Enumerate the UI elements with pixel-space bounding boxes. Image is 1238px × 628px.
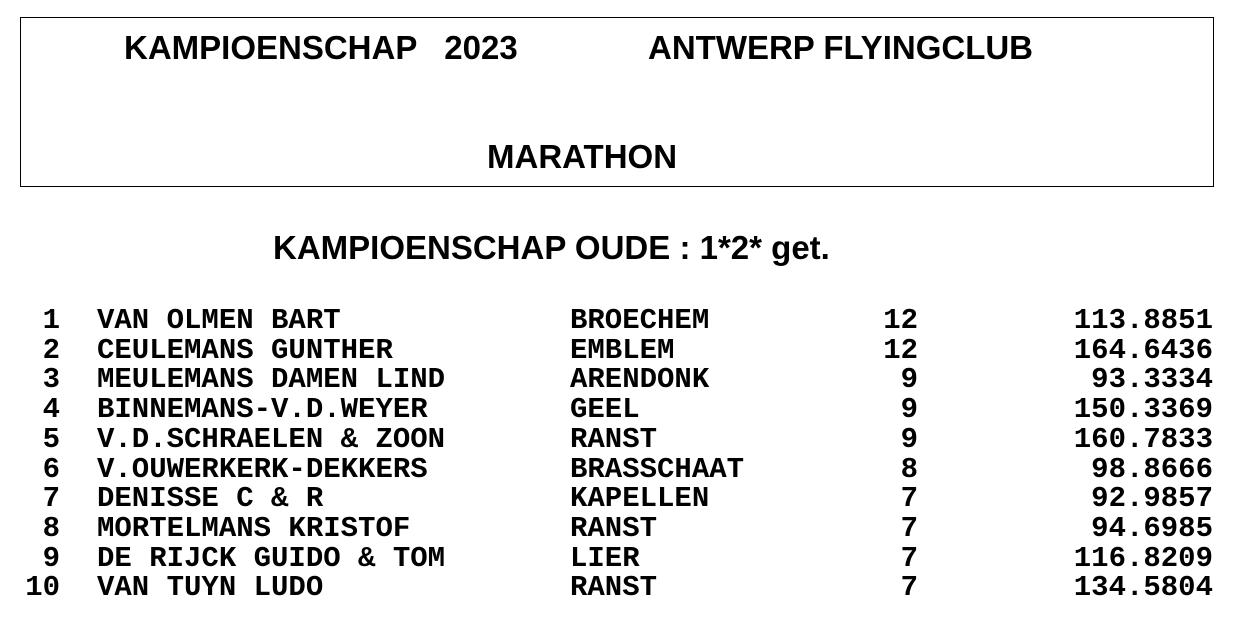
rank-cell: 4 — [42, 393, 60, 427]
value-cell: 113.8851 — [1073, 304, 1213, 337]
town-cell: BRASSCHAAT — [570, 452, 745, 486]
name-cell: VAN OLMEN BART — [97, 304, 341, 337]
count-cell: 12 — [883, 304, 918, 337]
value-cell: 116.8209 — [1073, 541, 1213, 575]
rank-cell: 7 — [42, 482, 60, 516]
table-row: 5 V.D.SCHRAELEN & ZOON RANST 9 160.7833 — [0, 422, 1238, 456]
town-cell: LIER — [570, 541, 640, 575]
count-cell: 12 — [883, 333, 918, 367]
count-cell: 9 — [900, 363, 918, 397]
town-cell: RANST — [570, 511, 658, 545]
town-cell: BROECHEM — [570, 304, 710, 337]
count-cell: 7 — [900, 541, 918, 575]
rank-cell: 5 — [42, 422, 60, 456]
header-box — [20, 17, 1214, 187]
rank-cell: 2 — [42, 333, 60, 367]
count-cell: 9 — [900, 393, 918, 427]
town-cell: KAPELLEN — [570, 482, 710, 516]
value-cell: 98.8666 — [1091, 452, 1213, 486]
count-cell: 8 — [900, 452, 918, 486]
name-cell: BINNEMANS-V.D.WEYER — [97, 393, 428, 427]
rank-cell: 10 — [25, 571, 60, 605]
name-cell: MEULEMANS DAMEN LIND — [97, 363, 446, 397]
value-cell: 94.6985 — [1091, 511, 1213, 545]
value-cell: 150.3369 — [1073, 393, 1213, 427]
rank-cell: 9 — [42, 541, 60, 575]
value-cell: 160.7833 — [1073, 422, 1213, 456]
table-row: 9 DE RIJCK GUIDO & TOM LIER 7 116.8209 — [0, 541, 1238, 575]
name-cell: V.D.SCHRAELEN & ZOON — [97, 422, 446, 456]
name-cell: DENISSE C & R — [97, 482, 324, 516]
count-cell: 7 — [900, 571, 918, 605]
value-cell: 134.5804 — [1073, 571, 1213, 605]
count-cell: 9 — [900, 422, 918, 456]
rank-cell: 8 — [42, 511, 60, 545]
subtitle-marathon: MARATHON — [487, 138, 678, 175]
count-cell: 7 — [900, 482, 918, 516]
town-cell: GEEL — [570, 393, 640, 427]
title-club: ANTWERP FLYINGCLUB — [648, 29, 1034, 66]
rank-cell: 6 — [42, 452, 60, 486]
table-row: 2 CEULEMANS GUNTHER EMBLEM 12 164.6436 — [0, 333, 1238, 367]
table-row: 6 V.OUWERKERK-DEKKERS BRASSCHAAT 8 98.8666 — [0, 452, 1238, 486]
table-row: 4 BINNEMANS-V.D.WEYER GEEL 9 150.3369 — [0, 395, 1238, 425]
section-title: KAMPIOENSCHAP OUDE : 1*2* get. — [273, 229, 830, 266]
rank-cell: 3 — [42, 363, 60, 397]
town-cell: EMBLEM — [570, 333, 675, 367]
title-championship: KAMPIOENSCHAP 2023 — [124, 29, 518, 66]
town-cell: ARENDONK — [570, 363, 710, 397]
table-row: 1 VAN OLMEN BART BROECHEM 12 113.8851 — [0, 306, 1238, 336]
name-cell: CEULEMANS GUNTHER — [97, 333, 393, 367]
town-cell: RANST — [570, 422, 658, 456]
rank-cell: 1 — [42, 304, 60, 337]
name-cell: VAN TUYN LUDO — [97, 571, 324, 605]
value-cell: 92.9857 — [1091, 482, 1213, 516]
table-row: 10 VAN TUYN LUDO RANST 7 134.5804 — [0, 573, 1238, 603]
table-row: 3 MEULEMANS DAMEN LIND ARENDONK 9 93.3334 — [0, 365, 1238, 395]
name-cell: V.OUWERKERK-DEKKERS — [97, 452, 428, 486]
table-row: 7 DENISSE C & R KAPELLEN 7 92.9857 — [0, 484, 1238, 514]
count-cell: 7 — [900, 511, 918, 545]
name-cell: DE RIJCK GUIDO & TOM — [97, 541, 446, 575]
name-cell: MORTELMANS KRISTOF — [97, 511, 411, 545]
value-cell: 93.3334 — [1091, 363, 1213, 397]
value-cell: 164.6436 — [1073, 333, 1213, 367]
town-cell: RANST — [570, 571, 658, 605]
table-row: 8 MORTELMANS KRISTOF RANST 7 94.6985 — [0, 511, 1238, 545]
